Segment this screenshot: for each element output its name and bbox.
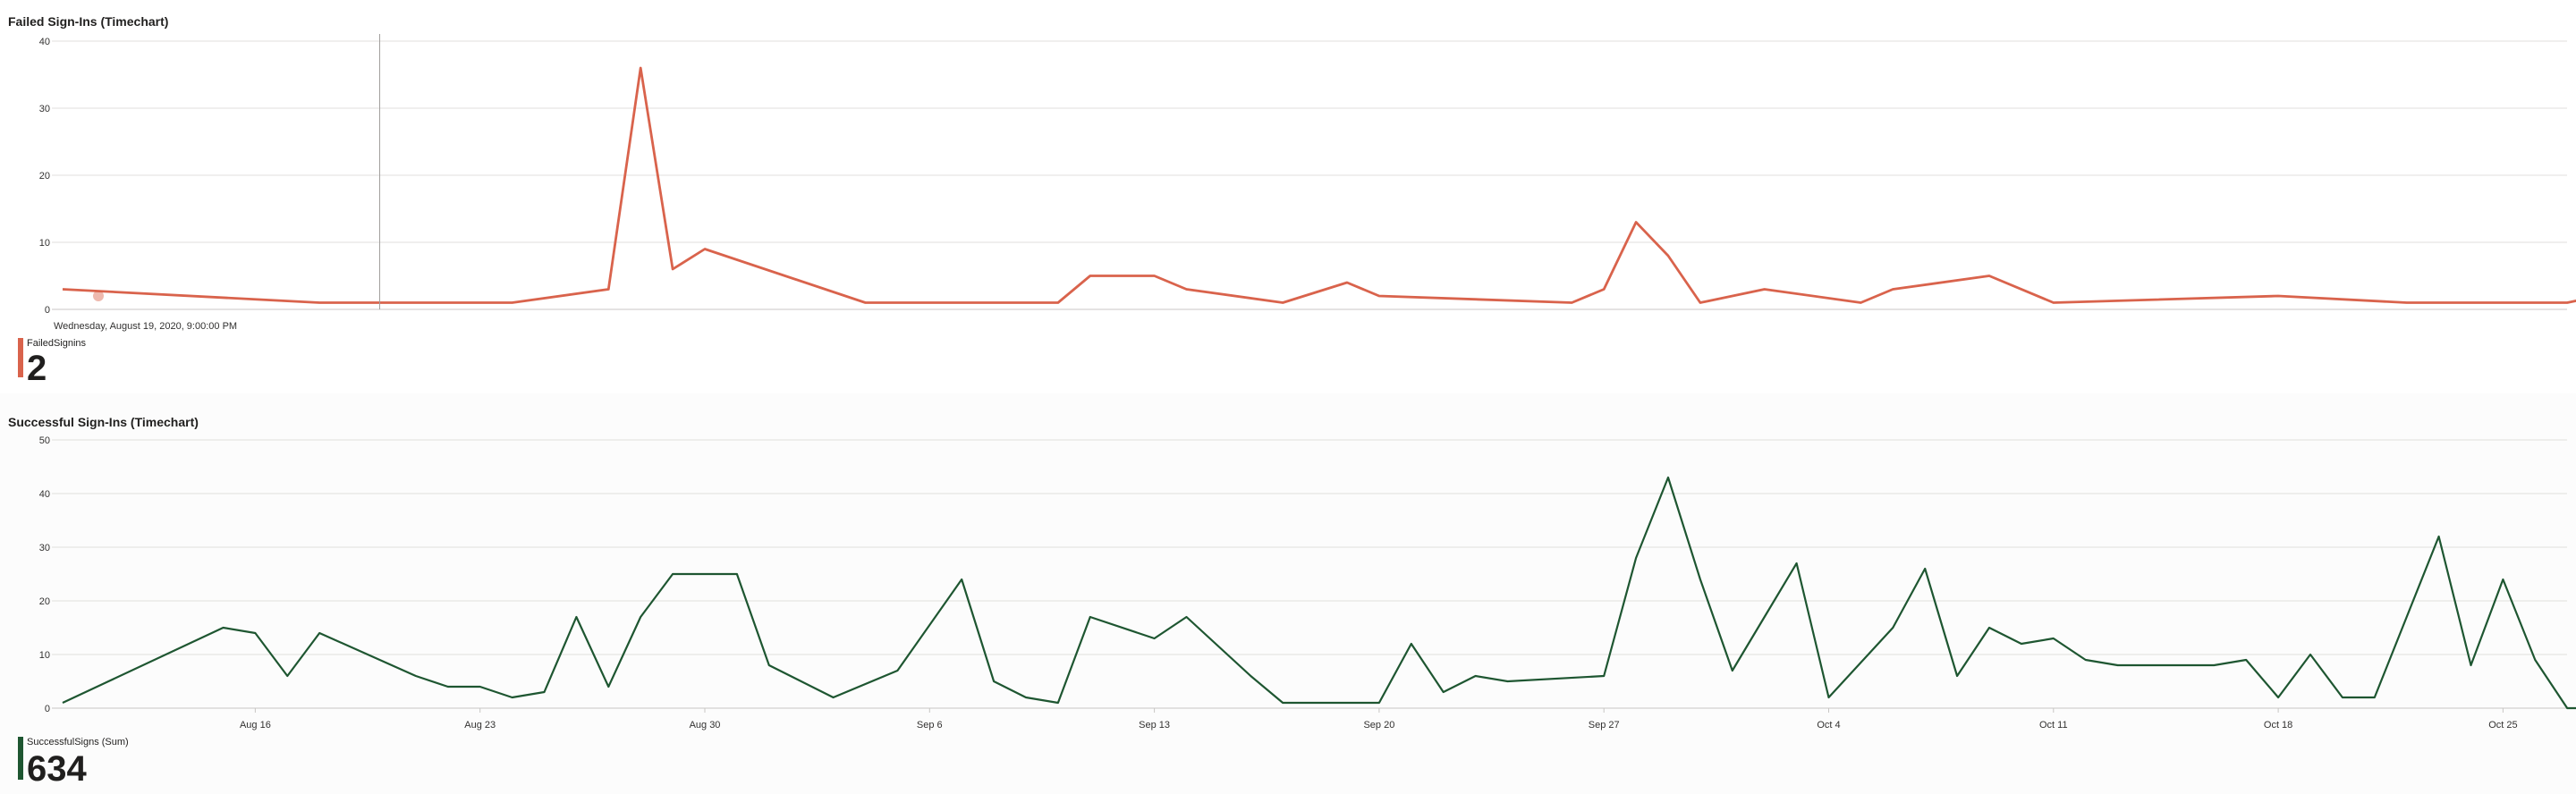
y-tick-label: 20 [39,596,50,607]
x-tick-label: Aug 30 [690,720,721,731]
x-tick-label: Oct 11 [2039,720,2068,731]
y-tick-label: 10 [39,650,50,661]
successful-signins-chart[interactable]: 0 10 20 30 40 50 Aug 16 Aug 23 Aug 30 Sep 6 Sep 13… [0,393,2576,794]
x-tick-label: Aug 16 [240,720,271,731]
failed-signins-panel: Failed Sign-Ins (Timechart) 0 10 20 30 40 Wed… [0,0,2576,393]
x-tick-label: Oct 4 [1817,720,1840,731]
success-metric-color-bar [18,737,23,780]
hover-marker [93,291,104,301]
y-tick-label: 30 [39,543,50,553]
x-tick-label: Sep 13 [1139,720,1170,731]
success-metric-value: 634 [27,749,87,789]
failed-metric-value: 2 [27,349,47,388]
x-tick-label: Sep 27 [1589,720,1620,731]
y-tick-label: 40 [39,37,50,47]
y-tick-label: 10 [39,238,50,249]
y-tick-label: 40 [39,489,50,500]
y-tick-label: 50 [39,435,50,446]
success-chart-title: Successful Sign-Ins (Timechart) [8,415,199,429]
y-tick-label: 0 [45,704,50,714]
failed-metric-color-bar [18,338,23,377]
x-tick-label: Oct 25 [2488,720,2517,731]
x-tick-label: Sep 6 [917,720,943,731]
y-tick-label: 20 [39,171,50,182]
failed-metric-label: FailedSignins [27,338,87,349]
x-tick-label: Sep 20 [1363,720,1394,731]
y-tick-label: 0 [45,305,50,316]
failed-chart-title: Failed Sign-Ins (Timechart) [8,14,169,29]
series-line [62,66,2576,304]
successful-signins-panel: Successful Sign-Ins (Timechart) 0 10 20 30 4… [0,393,2576,794]
x-tick-label: Aug 23 [464,720,496,731]
series-line [62,476,2576,710]
x-tick-label: Oct 18 [2264,720,2292,731]
y-tick-label: 30 [39,104,50,114]
hover-timestamp: Wednesday, August 19, 2020, 9:00:00 PM [54,321,237,332]
success-metric-label: SuccessfulSigns (Sum) [27,737,129,748]
failed-signins-chart[interactable]: 0 10 20 30 40 Wednesday, August 19, 2020, 9:0… [0,0,2576,393]
